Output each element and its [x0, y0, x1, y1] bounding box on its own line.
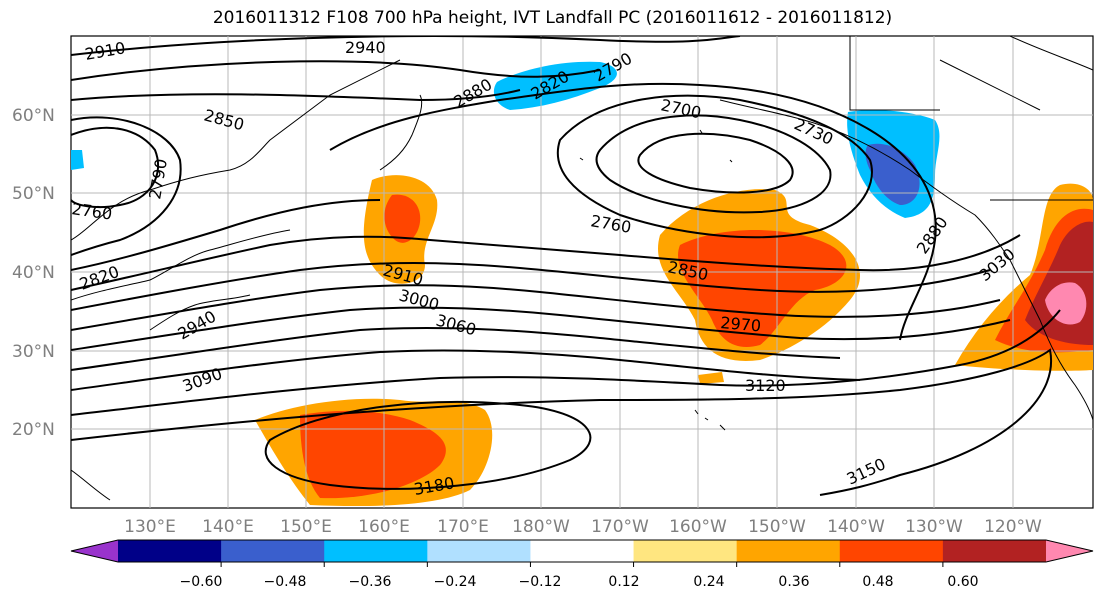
lat-label: 40°N [12, 263, 55, 283]
colorbar-bin [736, 540, 841, 562]
lon-label: 150°W [748, 517, 806, 537]
lon-label: 160°W [669, 517, 727, 537]
contour-label: 3120 [745, 376, 786, 395]
lon-label: 130°W [905, 517, 963, 537]
colorbar-tick: 0.12 [608, 574, 639, 590]
coastlines [71, 36, 1093, 501]
lon-label: 130°E [124, 517, 176, 537]
colorbar-tick: −0.48 [264, 574, 307, 590]
lat-label: 20°N [12, 420, 55, 440]
colorbar-bin [221, 540, 325, 562]
contour-label: 2940 [345, 38, 386, 57]
colorbar-bin [324, 540, 428, 562]
lat-label: 60°N [12, 106, 55, 126]
colorbar-outline [70, 539, 1094, 563]
colorbar-tick: 0.60 [947, 574, 978, 590]
height-contours [71, 36, 1061, 496]
colorbar-bin [633, 540, 738, 562]
colorbar-extend-max [1046, 540, 1093, 562]
lat-axis: 60°N 50°N 40°N 30°N 20°N [12, 106, 55, 440]
map-title: 2016011312 F108 700 hPa height, IVT Land… [212, 8, 893, 28]
colorbar-bin [118, 540, 222, 562]
lon-label: 160°E [358, 517, 410, 537]
lon-axis: 130°E 140°E 150°E 160°E 170°E 180°W 170°… [124, 517, 1042, 537]
lat-label: 30°N [12, 342, 55, 362]
colorbar-tick: −0.12 [519, 574, 562, 590]
lon-label: 170°E [437, 517, 489, 537]
colorbar-extend-min [71, 540, 118, 562]
lon-label: 170°W [591, 517, 649, 537]
ivt-positive-shading [255, 175, 1093, 507]
lon-label: 150°E [280, 517, 332, 537]
colorbar-tick: −0.24 [434, 574, 477, 590]
colorbar-bin [839, 540, 944, 562]
lon-label: 140°W [827, 517, 885, 537]
colorbar-bin [427, 540, 531, 562]
colorbar-tick: 0.36 [778, 574, 809, 590]
contour-label: 2970 [720, 313, 762, 335]
lon-label: 120°W [984, 517, 1042, 537]
colorbar-bin [530, 540, 635, 562]
colorbar-tick: 0.48 [862, 574, 893, 590]
lon-label: 140°E [202, 517, 254, 537]
colorbar-bin [942, 540, 1047, 562]
colorbar-tick: 0.24 [693, 574, 724, 590]
lat-label: 50°N [12, 184, 55, 204]
lon-label: 180°W [512, 517, 570, 537]
colorbar-tick: −0.36 [349, 574, 392, 590]
colorbar-ticks: −0.60 −0.48 −0.36 −0.24 −0.12 0.12 0.24 … [180, 574, 979, 590]
colorbar-tick: −0.60 [180, 574, 223, 590]
colorbar [70, 539, 1094, 567]
